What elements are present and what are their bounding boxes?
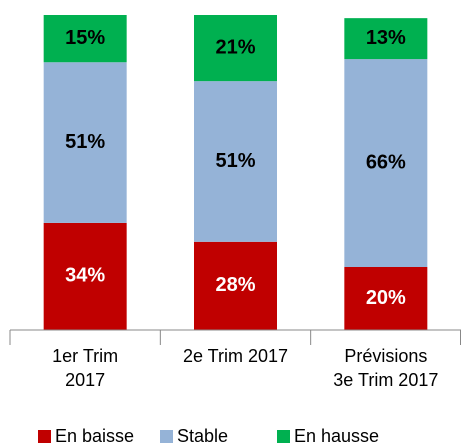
bar-segment [344,59,428,267]
bar-segment [344,267,428,330]
bar-segment [344,18,428,60]
value-label: 15% [65,27,105,49]
value-label: 34% [65,265,105,287]
value-label: 66% [366,151,406,173]
x-tick-label: 1er Trim 2017 [52,346,118,390]
bar-segment [194,81,277,242]
x-tick-label-line: 2e Trim 2017 [183,346,288,366]
x-tick-label: 2e Trim 2017 [183,346,288,366]
value-label: 28% [215,274,255,296]
legend-label: En baisse [55,426,134,446]
bar-segment [43,15,127,63]
x-tick-label-line: 1er Trim [52,346,118,366]
legend-label: En hausse [294,426,379,446]
bar-segment [43,222,127,330]
x-tick-label-line: 2017 [65,370,105,390]
value-label: 51% [215,150,255,172]
legend-swatch [277,430,290,443]
x-tick-label: Prévisions 3e Trim 2017 [333,346,438,390]
legend-label: Stable [177,426,228,446]
value-label: 20% [366,287,406,309]
legend-swatch [160,430,173,443]
bar-segment [43,62,127,223]
x-tick-label-line: 3e Trim 2017 [333,370,438,390]
value-label: 51% [65,131,105,153]
value-label: 13% [366,27,406,49]
legend-swatch [38,430,51,443]
x-tick-label-line: Prévisions [344,346,427,366]
bar-segment [194,15,277,82]
value-label: 21% [215,36,255,58]
bar-segment [194,241,277,330]
